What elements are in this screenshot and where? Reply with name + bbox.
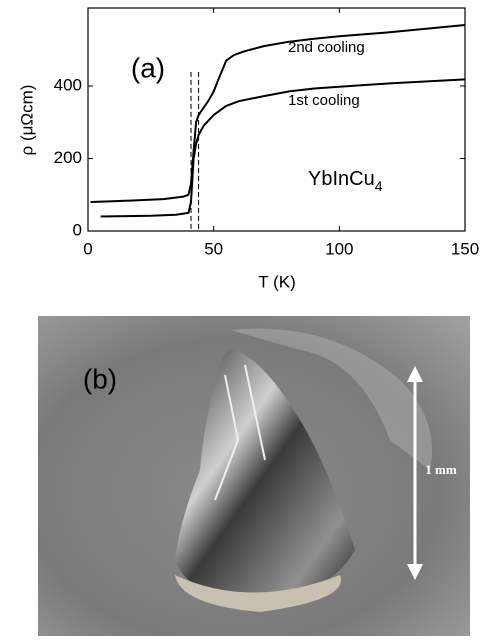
- series-label: 2nd cooling: [288, 39, 365, 56]
- x-axis-label: T (K): [258, 272, 295, 291]
- x-tick-label: 50: [204, 239, 223, 258]
- crystal: [175, 348, 355, 600]
- x-tick-label: 0: [83, 239, 92, 258]
- y-axis-label: ρ (μΩcm): [17, 85, 36, 156]
- compound-subscript: 4: [375, 178, 383, 194]
- y-tick-label: 400: [54, 75, 82, 94]
- arrow-head: [407, 564, 423, 580]
- plot-area: 0 50 100 150 0 200 400: [54, 7, 479, 258]
- data-line: [100, 78, 466, 218]
- data-line: [90, 24, 466, 203]
- arrow-head: [407, 366, 423, 382]
- plot-frame: [87, 7, 466, 232]
- series-label: 1st cooling: [288, 92, 360, 109]
- x-tick-label: 100: [325, 239, 353, 258]
- y-tick-label: 0: [73, 220, 82, 239]
- crystal-base: [175, 575, 341, 612]
- photo-shadow: [230, 328, 432, 470]
- photo-panel: 1 mm (b): [38, 316, 470, 636]
- photo-label: (b): [83, 363, 117, 394]
- panel-label: (a): [131, 52, 165, 83]
- compound-label: YbInCu4: [308, 168, 383, 193]
- scale-label: 1 mm: [425, 462, 457, 477]
- crystal-highlight: [214, 364, 266, 501]
- compound-text: YbInCu: [308, 168, 375, 190]
- y-tick-label: 200: [54, 148, 82, 167]
- x-tick-label: 150: [451, 239, 479, 258]
